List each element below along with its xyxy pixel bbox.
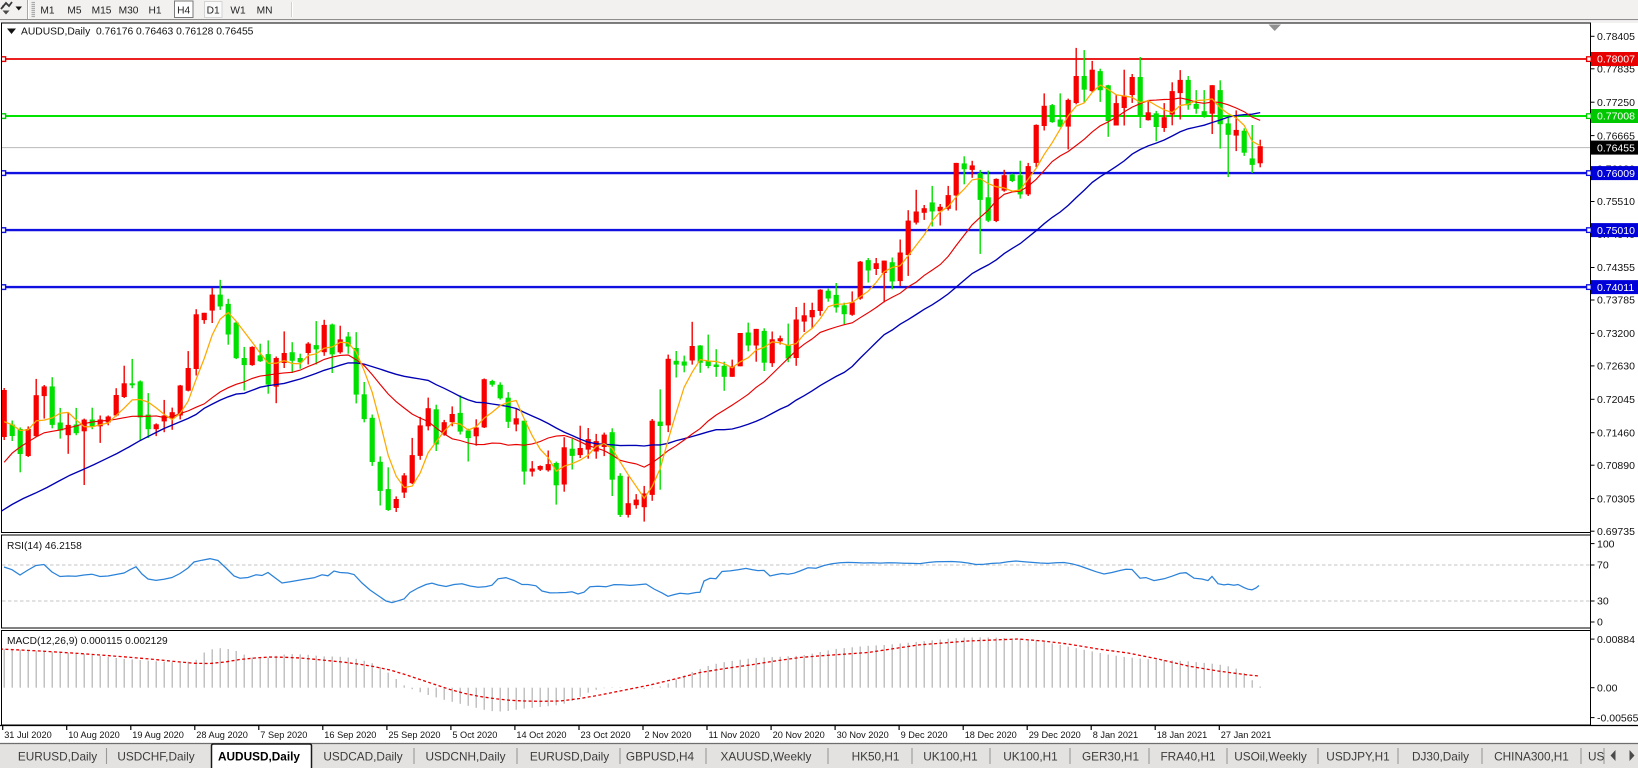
- svg-text:0.00: 0.00: [1597, 682, 1618, 694]
- svg-text:0.77008: 0.77008: [1597, 111, 1635, 123]
- svg-text:18 Jan 2021: 18 Jan 2021: [1157, 730, 1208, 740]
- svg-text:31 Jul 2020: 31 Jul 2020: [4, 730, 52, 740]
- svg-text:5 Oct 2020: 5 Oct 2020: [452, 730, 497, 740]
- svg-text:RSI(14) 46.2158: RSI(14) 46.2158: [7, 541, 82, 552]
- svg-text:10 Aug 2020: 10 Aug 2020: [68, 730, 120, 740]
- svg-text:0.73200: 0.73200: [1597, 328, 1635, 340]
- svg-text:0.76455: 0.76455: [1597, 142, 1635, 154]
- svg-text:7 Sep 2020: 7 Sep 2020: [260, 730, 307, 740]
- svg-text:GER30,H1: GER30,H1: [1082, 750, 1139, 764]
- svg-text:GBPUSD,H4: GBPUSD,H4: [626, 750, 695, 764]
- svg-text:EURUSD,Daily: EURUSD,Daily: [18, 750, 97, 764]
- svg-text:USDJPY,H1: USDJPY,H1: [1326, 750, 1389, 764]
- svg-text:0: 0: [1597, 617, 1603, 629]
- svg-text:MN: MN: [257, 6, 273, 17]
- svg-text:0.00884: 0.00884: [1597, 634, 1635, 646]
- svg-text:EURUSD,Daily: EURUSD,Daily: [530, 750, 609, 764]
- svg-text:UK100,H1: UK100,H1: [1003, 750, 1057, 764]
- svg-text:0.70305: 0.70305: [1597, 493, 1635, 505]
- svg-text:USDCNH,Daily: USDCNH,Daily: [426, 750, 506, 764]
- svg-text:0.74011: 0.74011: [1597, 282, 1634, 294]
- svg-text:0.75010: 0.75010: [1597, 225, 1635, 237]
- svg-text:11 Nov 2020: 11 Nov 2020: [709, 730, 760, 740]
- svg-text:0.77250: 0.77250: [1597, 97, 1635, 109]
- svg-text:UK100,H1: UK100,H1: [923, 750, 977, 764]
- svg-text:D1: D1: [207, 6, 220, 17]
- svg-text:20 Nov 2020: 20 Nov 2020: [773, 730, 825, 740]
- svg-text:27 Jan 2021: 27 Jan 2021: [1221, 730, 1272, 740]
- svg-text:9 Dec 2020: 9 Dec 2020: [901, 730, 948, 740]
- svg-text:M30: M30: [119, 6, 139, 17]
- svg-text:0.75510: 0.75510: [1597, 196, 1635, 208]
- svg-text:M1: M1: [40, 6, 54, 17]
- svg-text:0.70890: 0.70890: [1597, 460, 1635, 472]
- svg-text:0.72630: 0.72630: [1597, 361, 1635, 373]
- svg-text:0.78405: 0.78405: [1597, 31, 1635, 43]
- svg-text:M15: M15: [92, 6, 112, 17]
- svg-text:30: 30: [1597, 596, 1609, 608]
- svg-text:0.77835: 0.77835: [1597, 64, 1635, 76]
- svg-text:AUDUSD,Daily: AUDUSD,Daily: [218, 750, 300, 764]
- svg-text:0.76665: 0.76665: [1597, 130, 1635, 142]
- svg-text:0.71460: 0.71460: [1597, 427, 1635, 439]
- svg-text:HK50,H1: HK50,H1: [852, 750, 900, 764]
- svg-text:FRA40,H1: FRA40,H1: [1160, 750, 1215, 764]
- svg-text:14 Oct 2020: 14 Oct 2020: [516, 730, 566, 740]
- svg-text:23 Oct 2020: 23 Oct 2020: [581, 730, 631, 740]
- svg-text:2 Nov 2020: 2 Nov 2020: [645, 730, 692, 740]
- svg-text:AUDUSD,Daily 0.76176 0.76463: AUDUSD,Daily 0.76176 0.76463 0.76128 0.7…: [21, 27, 254, 38]
- svg-text:28 Aug 2020: 28 Aug 2020: [196, 730, 248, 740]
- svg-text:0.72045: 0.72045: [1597, 394, 1635, 406]
- svg-text:US: US: [1588, 750, 1605, 764]
- svg-text:19 Aug 2020: 19 Aug 2020: [132, 730, 184, 740]
- svg-text:USDCHF,Daily: USDCHF,Daily: [117, 750, 194, 764]
- svg-text:29 Dec 2020: 29 Dec 2020: [1029, 730, 1081, 740]
- svg-text:8 Jan 2021: 8 Jan 2021: [1093, 730, 1138, 740]
- svg-text:M5: M5: [67, 6, 81, 17]
- svg-text:-0.005651: -0.005651: [1597, 712, 1638, 724]
- svg-text:W1: W1: [230, 6, 246, 17]
- svg-text:25 Sep 2020: 25 Sep 2020: [388, 730, 440, 740]
- svg-text:0.69735: 0.69735: [1597, 526, 1635, 538]
- svg-text:XAUUSD,Weekly: XAUUSD,Weekly: [721, 750, 812, 764]
- svg-text:30 Nov 2020: 30 Nov 2020: [837, 730, 889, 740]
- svg-text:0.78007: 0.78007: [1597, 54, 1635, 66]
- svg-text:70: 70: [1597, 560, 1609, 572]
- svg-text:0.73785: 0.73785: [1597, 295, 1635, 307]
- svg-text:USOil,Weekly: USOil,Weekly: [1234, 750, 1307, 764]
- svg-text:CHINA300,H1: CHINA300,H1: [1494, 750, 1569, 764]
- svg-text:16 Sep 2020: 16 Sep 2020: [324, 730, 376, 740]
- svg-text:USDCAD,Daily: USDCAD,Daily: [323, 750, 402, 764]
- svg-text:H1: H1: [148, 6, 161, 17]
- svg-text:MACD(12,26,9) 0.000115 0.00212: MACD(12,26,9) 0.000115 0.002129: [7, 636, 168, 647]
- svg-text:0.74355: 0.74355: [1597, 262, 1635, 274]
- svg-text:18 Dec 2020: 18 Dec 2020: [965, 730, 1017, 740]
- svg-text:DJ30,Daily: DJ30,Daily: [1412, 750, 1469, 764]
- svg-text:0.76009: 0.76009: [1597, 168, 1635, 180]
- svg-text:H4: H4: [177, 6, 190, 17]
- svg-text:100: 100: [1597, 538, 1615, 550]
